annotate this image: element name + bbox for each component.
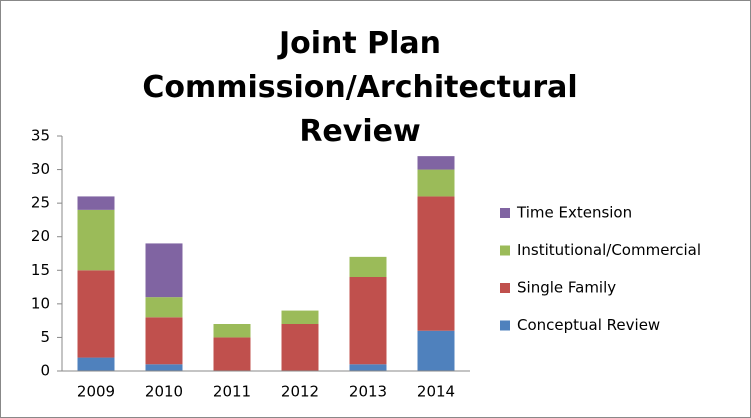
- legend-label: Time Extension: [516, 204, 632, 222]
- bar-segment: [417, 169, 455, 197]
- legend-label: Single Family: [517, 279, 616, 297]
- bar-segment: [213, 324, 251, 338]
- y-tick-label: 35: [31, 127, 50, 145]
- bar-segment: [349, 256, 387, 277]
- bar-segment: [145, 317, 183, 365]
- legend-label: Institutional/Commercial: [517, 241, 701, 259]
- legend-swatch: [500, 208, 510, 218]
- x-tick-label: 2013: [349, 383, 387, 401]
- bar-segment: [77, 357, 115, 371]
- x-tick-label: 2014: [417, 383, 455, 401]
- y-tick-label: 30: [31, 160, 50, 178]
- bar-segment: [145, 297, 183, 318]
- legend-swatch: [500, 245, 510, 256]
- legend-swatch: [500, 320, 510, 331]
- y-tick-label: 10: [31, 294, 50, 312]
- bar-segment: [145, 243, 183, 298]
- x-tick-label: 2012: [281, 383, 319, 401]
- bar-segment: [281, 310, 319, 324]
- bar-segment: [213, 337, 251, 371]
- y-tick-label: 25: [31, 194, 50, 212]
- bar-segment: [77, 196, 115, 210]
- chart-title: Joint Plan Commission/Architectural Revi…: [142, 26, 578, 149]
- x-tick-label: 2009: [77, 383, 115, 401]
- y-tick-label: 20: [31, 227, 50, 245]
- y-tick-label: 5: [40, 328, 50, 346]
- y-tick-label: 15: [31, 261, 50, 279]
- bar-segment: [281, 324, 319, 371]
- bar-segment: [145, 364, 183, 371]
- bar-segment: [77, 270, 115, 358]
- x-tick-label: 2011: [213, 383, 251, 401]
- bar-segment: [349, 277, 387, 365]
- legend-label: Conceptual Review: [517, 316, 660, 334]
- x-tick-label: 2010: [145, 383, 183, 401]
- bar-segment: [349, 364, 387, 371]
- legend-swatch: [500, 283, 510, 293]
- bar-segment: [417, 196, 455, 331]
- bar-segment: [417, 156, 455, 170]
- y-tick-label: 0: [40, 362, 50, 380]
- bar-segment: [77, 209, 115, 271]
- bar-segment: [417, 330, 455, 371]
